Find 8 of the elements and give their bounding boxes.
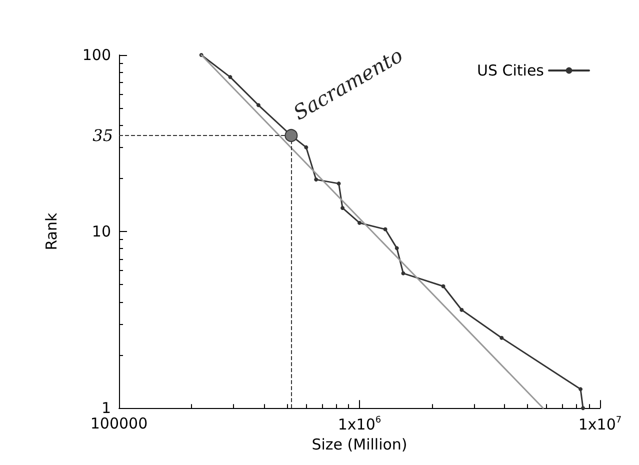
ref-line-label: 35 [92,126,113,145]
y-tick-label: 100 [82,46,111,64]
y-tick-label: 10 [92,222,111,241]
x-tick-label: 100000 [90,414,148,433]
legend-label: US Cities [476,62,544,80]
y-axis-title: Rank [42,212,60,250]
x-axis-title: Size (Million) [312,436,408,454]
y-tick-label: 1 [101,399,111,418]
